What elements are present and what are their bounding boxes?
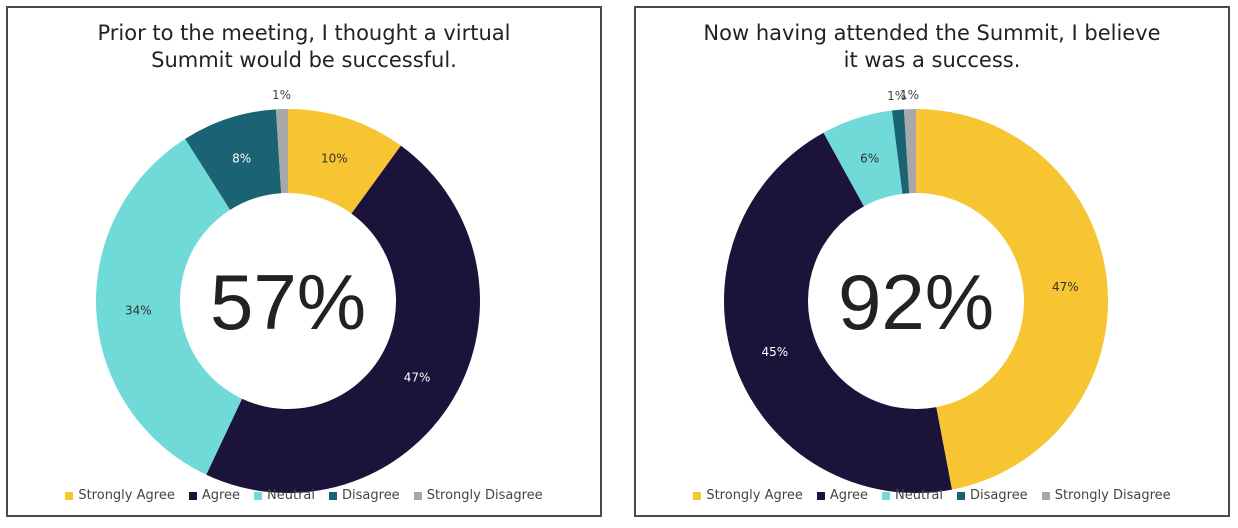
legend-item-strongly-disagree: Strongly Disagree xyxy=(413,488,543,503)
legend-item-strongly-disagree: Strongly Disagree xyxy=(1041,488,1171,503)
legend-label: Agree xyxy=(201,488,241,503)
legend-swatch xyxy=(693,491,702,500)
data-label-agree: 47% xyxy=(404,370,431,384)
legend-swatch xyxy=(413,491,422,500)
data-label-strongly-disagree: 1% xyxy=(272,88,291,102)
data-label-agree: 45% xyxy=(762,345,789,359)
data-label-neutral: 6% xyxy=(860,151,879,165)
legend-swatch xyxy=(188,491,197,500)
center-percentage: 57% xyxy=(210,258,366,346)
slice-strongly-disagree xyxy=(275,109,288,194)
chart-title: Prior to the meeting, I thought a virtua… xyxy=(97,21,511,72)
legend-label: Neutral xyxy=(895,488,944,503)
legend-item-agree: Agree xyxy=(188,488,241,503)
legend-label: Strongly Agree xyxy=(78,488,175,503)
legend-item-agree: Agree xyxy=(816,488,869,503)
legend-label: Neutral xyxy=(267,488,316,503)
slice-neutral xyxy=(823,110,903,207)
legend-item-strongly-agree: Strongly Agree xyxy=(693,488,803,503)
legend-item-neutral: Neutral xyxy=(882,488,943,503)
slice-disagree xyxy=(185,109,282,210)
donut-chart: 47% 45% 6% 1%1% 92% xyxy=(724,88,1108,493)
legend-item-disagree: Disagree xyxy=(329,488,400,503)
chart-legend: Strongly Agree Agree Neutral Disagree Strong… xyxy=(8,488,600,503)
chart-legend: Strongly Agree Agree Neutral Disagree Strong… xyxy=(636,488,1228,503)
chart-title: Now having attended the Summit, I believ… xyxy=(703,21,1161,72)
slice-strongly-agree xyxy=(288,109,401,214)
legend-label: Agree xyxy=(829,488,869,503)
donut-chart: 10% 47% 34% 8% 1% 57% xyxy=(96,88,481,493)
chart-panel-after: Now having attended the Summit, I believ… xyxy=(634,6,1230,517)
legend-swatch xyxy=(254,491,263,500)
legend-swatch xyxy=(329,491,338,500)
data-label-strongly-disagree: 1% xyxy=(900,88,919,102)
slice-strongly-agree xyxy=(916,109,1108,490)
legend-swatch xyxy=(957,491,966,500)
legend-label: Disagree xyxy=(970,488,1028,503)
legend-item-neutral: Neutral xyxy=(254,488,315,503)
legend-item-disagree: Disagree xyxy=(957,488,1028,503)
legend-label: Strongly Disagree xyxy=(1054,488,1171,503)
data-label-disagree: 1% xyxy=(887,89,906,103)
chart-panel-before: Prior to the meeting, I thought a virtua… xyxy=(6,6,602,517)
center-percentage: 92% xyxy=(838,258,994,346)
legend-item-strongly-agree: Strongly Agree xyxy=(65,488,175,503)
legend-label: Disagree xyxy=(342,488,400,503)
legend-label: Strongly Disagree xyxy=(426,488,543,503)
slice-disagree xyxy=(891,109,910,194)
legend-label: Strongly Agree xyxy=(706,488,803,503)
slice-strongly-disagree xyxy=(903,109,916,194)
legend-swatch xyxy=(65,491,74,500)
legend-swatch xyxy=(882,491,891,500)
legend-swatch xyxy=(816,491,825,500)
data-label-disagree: 8% xyxy=(232,151,251,165)
data-label-strongly-agree: 10% xyxy=(321,151,348,165)
data-label-strongly-agree: 47% xyxy=(1052,280,1079,294)
legend-swatch xyxy=(1041,491,1050,500)
data-label-neutral: 34% xyxy=(125,303,152,317)
slice-neutral xyxy=(96,138,243,475)
slice-agree xyxy=(206,145,481,493)
slice-agree xyxy=(724,132,952,493)
